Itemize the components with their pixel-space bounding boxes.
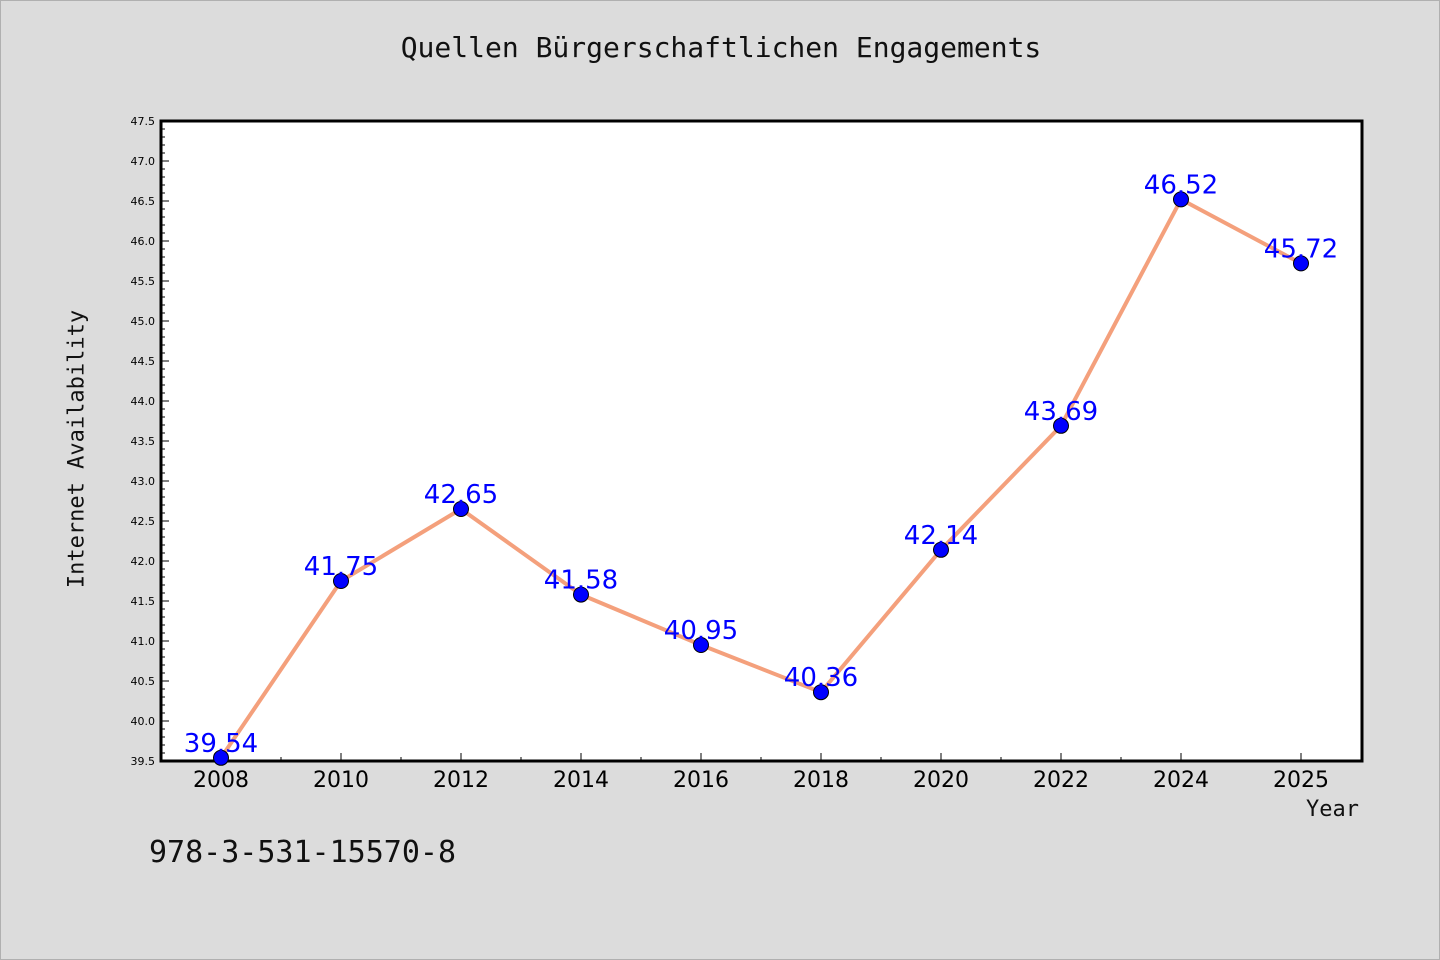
y-tick-label: 46.0	[131, 235, 156, 248]
y-tick-label: 42.0	[131, 555, 156, 568]
data-point	[213, 749, 229, 766]
data-label: 42.14	[904, 521, 978, 551]
y-tick-label: 47.5	[131, 115, 156, 128]
x-tick-label: 2020	[913, 768, 969, 793]
y-tick-label: 40.0	[131, 715, 156, 728]
x-tick-label: 2012	[433, 768, 489, 793]
y-tick-label: 47.0	[131, 155, 156, 168]
x-tick-label: 2008	[193, 768, 249, 793]
y-tick-label: 44.0	[131, 395, 156, 408]
x-tick-label: 2016	[673, 768, 729, 793]
series-line	[219, 197, 1302, 759]
y-tick-label: 41.0	[131, 635, 156, 648]
y-tick-label: 45.5	[131, 275, 156, 288]
data-label: 41.58	[544, 566, 618, 596]
data-label: 41.75	[304, 552, 378, 582]
data-point	[1173, 191, 1189, 208]
x-tick-label: 2010	[313, 768, 369, 793]
data-label: 45.72	[1264, 234, 1338, 264]
data-point	[1293, 255, 1309, 272]
data-label: 40.36	[784, 663, 858, 693]
data-point	[813, 684, 829, 701]
data-label: 39.54	[184, 729, 258, 759]
y-tick-label: 41.5	[131, 595, 156, 608]
y-tick-label: 39.5	[131, 755, 156, 768]
data-label: 40.95	[664, 616, 738, 646]
y-tick-label: 43.5	[131, 435, 156, 448]
x-tick-label: 2024	[1153, 768, 1209, 793]
x-tick-label: 2018	[793, 768, 849, 793]
x-tick-label: 2022	[1033, 768, 1089, 793]
data-label: 42.65	[424, 480, 498, 510]
x-axis-label: Year	[1306, 797, 1359, 822]
y-tick-label: 43.0	[131, 475, 156, 488]
y-tick-label: 40.5	[131, 675, 156, 688]
isbn-text: 978-3-531-15570-8	[149, 835, 457, 870]
y-tick-label: 46.5	[131, 195, 156, 208]
data-point	[333, 573, 349, 589]
plot-area	[159, 119, 1364, 763]
data-point	[1053, 417, 1069, 434]
data-label: 43.69	[1024, 397, 1098, 427]
y-tick-label: 42.5	[131, 515, 156, 528]
data-point	[933, 541, 949, 558]
data-point	[573, 586, 589, 603]
data-point	[693, 637, 709, 653]
chart-title: Quellen Bürgerschaftlichen Engagements	[400, 31, 1042, 64]
x-tick-label: 2014	[553, 768, 609, 793]
data-point	[453, 501, 469, 517]
y-tick-label: 45.0	[131, 315, 156, 328]
x-tick-label: 2025	[1273, 768, 1329, 793]
data-label: 46.52	[1144, 170, 1218, 200]
y-tick-label: 44.5	[131, 355, 156, 368]
